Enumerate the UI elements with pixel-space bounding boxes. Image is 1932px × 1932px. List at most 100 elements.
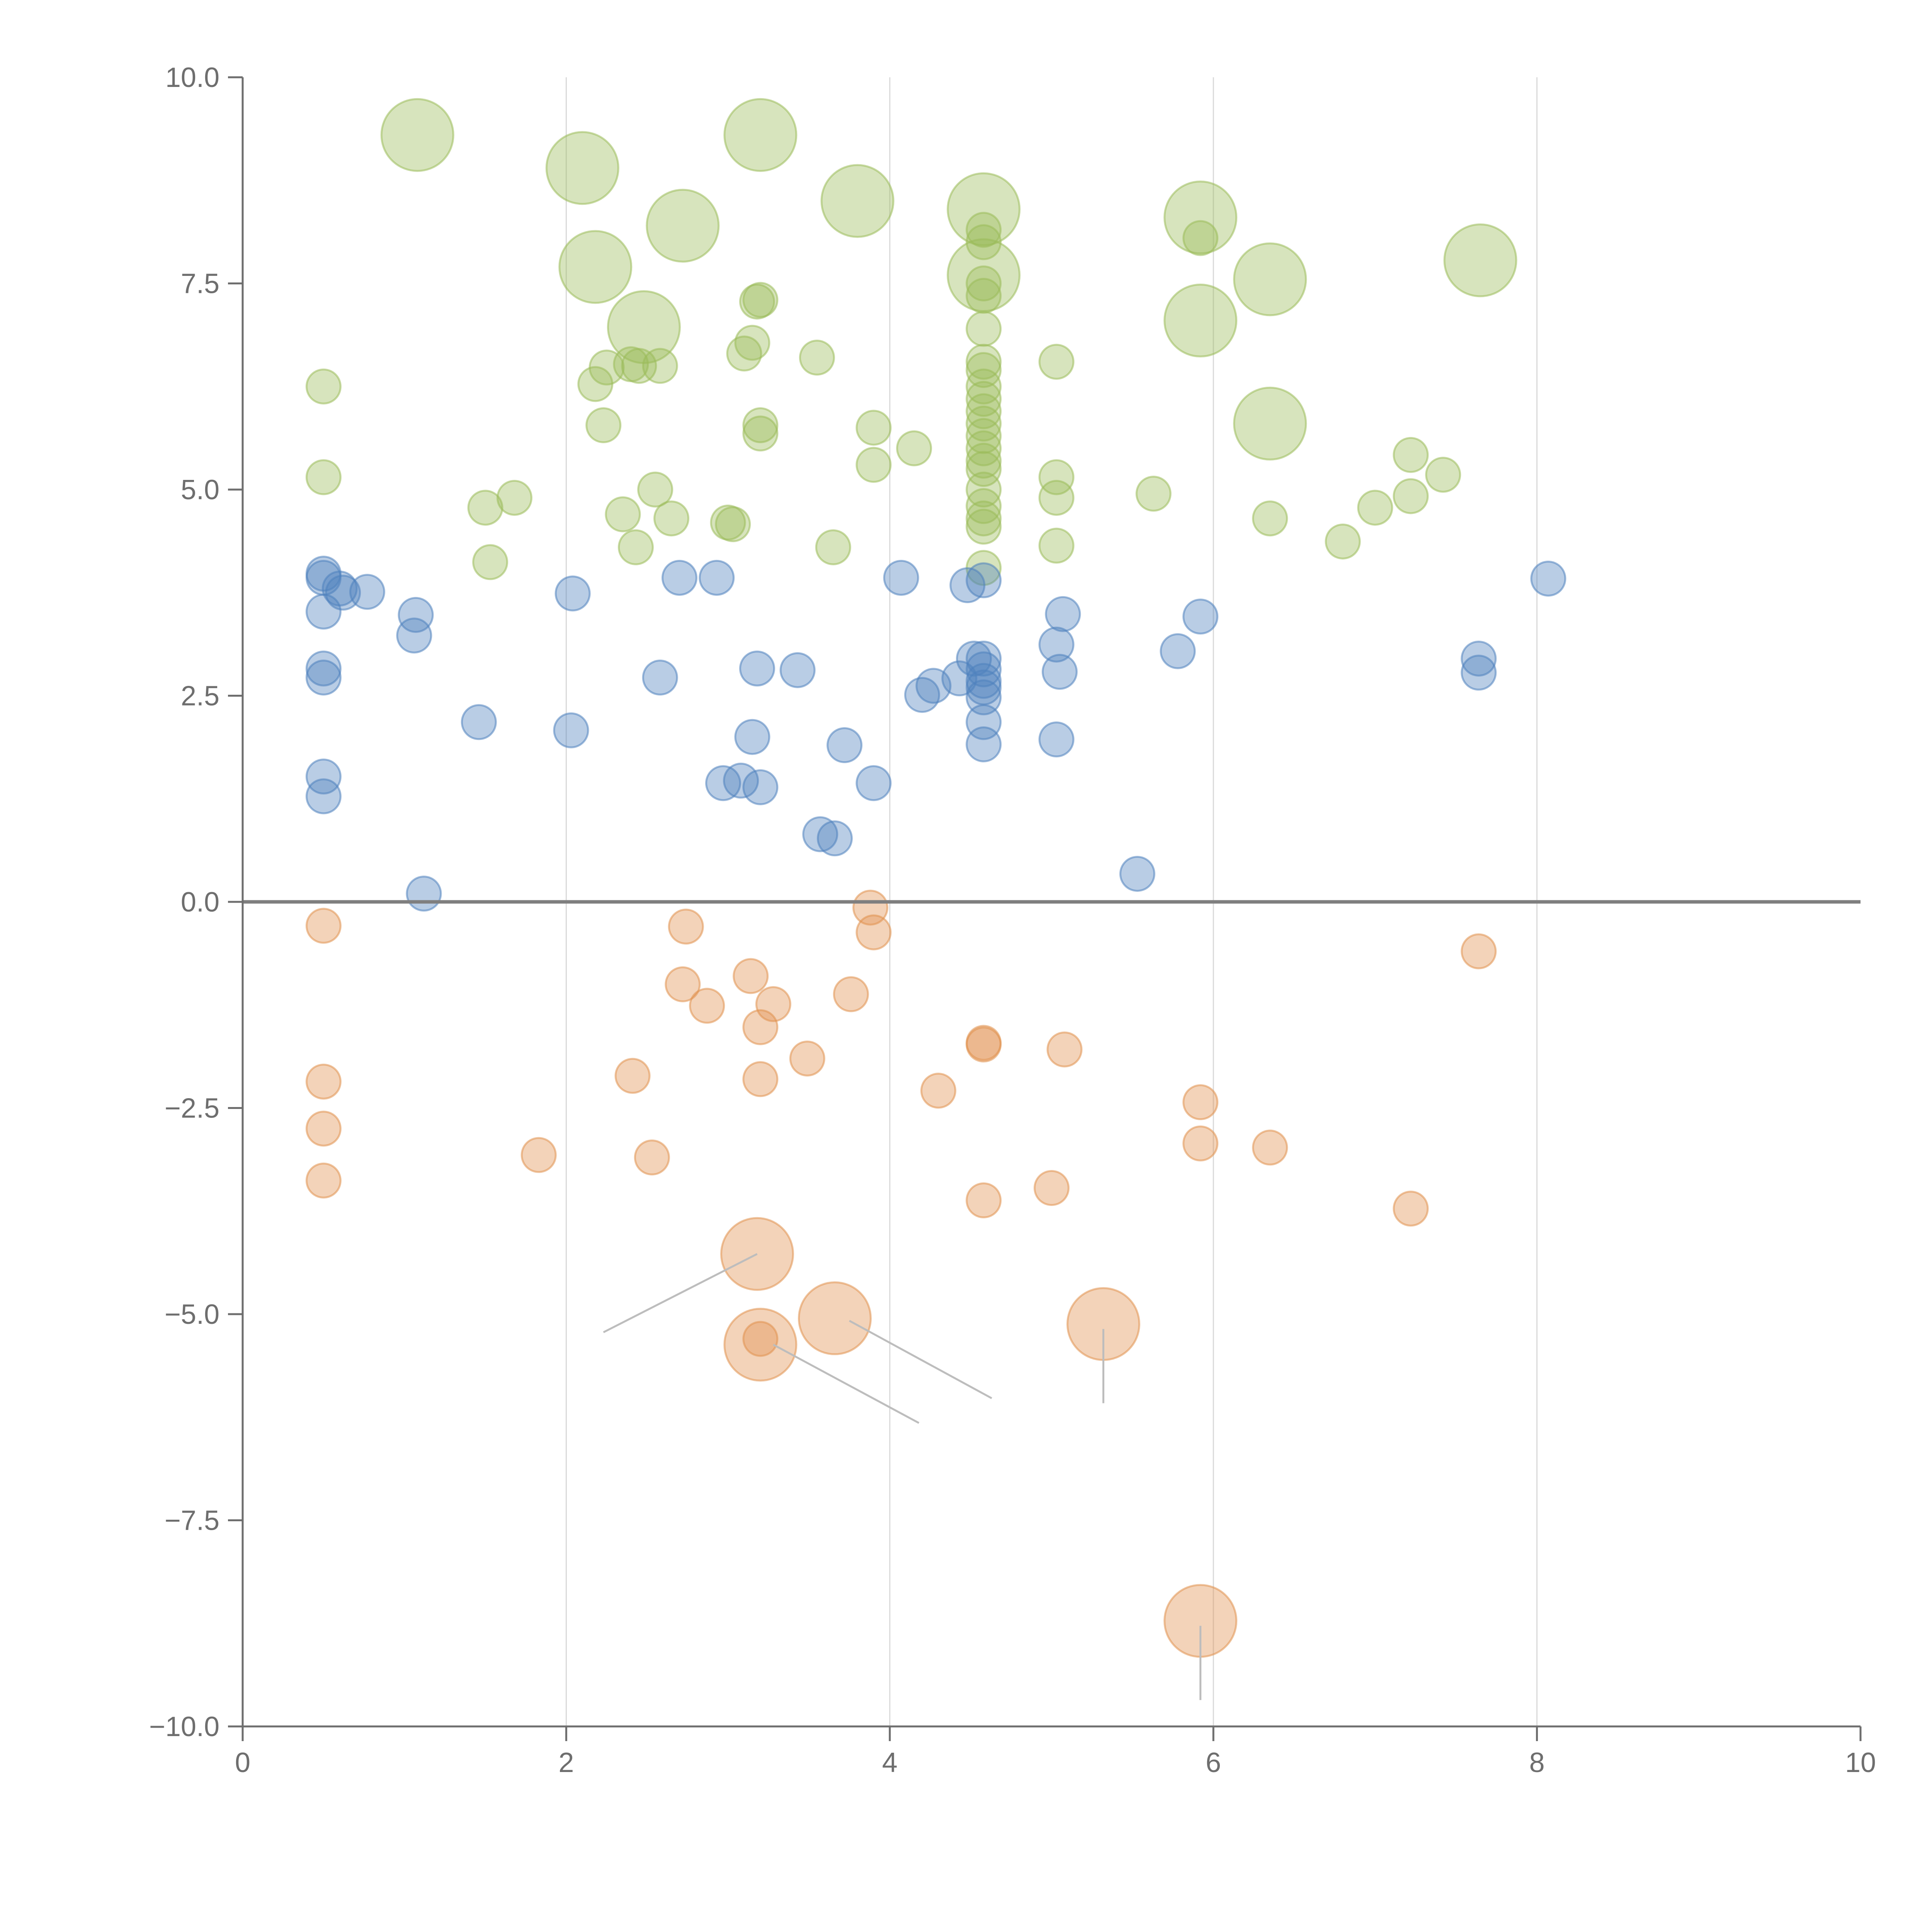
orange-point-27 [1393, 1190, 1429, 1227]
y-tick-label-7: −7.5 [165, 1505, 219, 1536]
green-point-39 [855, 410, 892, 446]
blue-point-34 [956, 640, 992, 677]
green-point-71 [1393, 437, 1429, 473]
blue-point-28 [855, 765, 892, 801]
orange-point-13 [742, 1061, 779, 1097]
blue-point-21 [739, 650, 775, 687]
y-tick-label-0: 10.0 [165, 62, 219, 93]
green-point-16 [467, 490, 503, 526]
green-point-73 [1425, 457, 1461, 493]
green-point-28 [653, 500, 690, 537]
orange-point-4 [520, 1137, 557, 1173]
green-point-41 [896, 430, 932, 466]
blue-point-52 [1530, 560, 1566, 597]
green-point-42 [966, 212, 1002, 248]
green-point-13 [1233, 386, 1307, 461]
green-point-32 [734, 325, 770, 361]
green-point-66 [1135, 476, 1172, 512]
orange-point-3 [305, 1162, 342, 1199]
green-point-37 [799, 340, 835, 376]
green-point-65 [1038, 527, 1075, 564]
orange-point-17 [855, 914, 892, 951]
green-point-18 [496, 480, 532, 516]
blue-point-8 [305, 759, 342, 795]
x-tick-label-1: 2 [558, 1747, 574, 1778]
green-point-30 [715, 506, 751, 543]
leader-line-1 [773, 1344, 920, 1424]
x-tick-label-5: 10 [1845, 1747, 1876, 1778]
blue-point-46 [1038, 721, 1075, 758]
blue-point-37 [966, 651, 1002, 687]
orange-point-26 [1252, 1129, 1288, 1166]
green-point-55 [966, 442, 1002, 479]
blue-point-25 [802, 816, 838, 852]
green-point-69 [1325, 523, 1361, 560]
blue-point-49 [1182, 599, 1219, 635]
leader-line-2 [849, 1320, 992, 1399]
blue-point-40 [966, 679, 1002, 716]
orange-point-18 [920, 1073, 956, 1109]
green-point-63 [1038, 459, 1075, 495]
green-point-50 [966, 381, 1002, 417]
blue-point-42 [966, 726, 1002, 762]
green-point-46 [966, 311, 1002, 347]
blue-point-51 [1461, 655, 1497, 691]
blue-point-47 [1119, 855, 1155, 892]
green-point-6 [1163, 180, 1238, 255]
leader-layer [603, 1253, 1202, 1700]
orange-point-29 [742, 1321, 779, 1357]
green-point-17 [472, 544, 509, 580]
green-point-54 [966, 430, 1002, 466]
green-point-34 [742, 282, 779, 318]
green-point-14 [305, 368, 342, 405]
x-tick-label-4: 8 [1529, 1747, 1545, 1778]
green-point-59 [966, 500, 1002, 537]
y-tick-label-3: 2.5 [181, 681, 219, 712]
orange-point-32 [798, 1281, 872, 1355]
orange-point-2 [305, 1111, 342, 1147]
green-point-70 [1357, 490, 1393, 526]
green-point-27 [637, 471, 673, 508]
blue-point-18 [699, 560, 735, 596]
x-tick-label-3: 6 [1206, 1747, 1221, 1778]
orange-point-7 [668, 908, 704, 945]
green-point-67 [1182, 220, 1219, 256]
blue-point-5 [305, 594, 342, 630]
y-tick-label-6: −5.0 [165, 1299, 219, 1330]
green-point-60 [966, 509, 1002, 545]
orange-point-8 [665, 966, 701, 1002]
blue-point-13 [461, 704, 497, 740]
green-point-0 [380, 98, 454, 172]
orange-point-10 [733, 958, 769, 994]
y-tick-label-5: −2.5 [165, 1093, 219, 1124]
green-point-56 [966, 451, 1002, 487]
green-point-3 [646, 189, 720, 263]
green-point-7 [558, 230, 633, 304]
blue-point-44 [1038, 626, 1075, 663]
green-point-36 [742, 415, 779, 452]
orange-point-25 [1182, 1125, 1219, 1162]
green-point-23 [642, 348, 678, 384]
blue-point-27 [827, 727, 863, 764]
blue-point-17 [661, 560, 697, 596]
green-point-44 [966, 265, 1002, 301]
green-point-26 [617, 529, 654, 565]
green-point-4 [820, 164, 895, 238]
orange-point-9 [689, 988, 725, 1024]
orange-point-6 [634, 1139, 670, 1176]
blue-point-23 [742, 769, 779, 805]
y-tick-label-1: 7.5 [181, 269, 219, 299]
blue-point-50 [1461, 640, 1497, 677]
x-tick-label-2: 4 [882, 1747, 898, 1778]
blue-point-9 [305, 778, 342, 815]
blue-point-12 [406, 876, 442, 912]
blue-point-26 [816, 820, 853, 857]
green-point-40 [855, 447, 892, 483]
blue-point-15 [553, 712, 589, 748]
blue-point-24 [779, 652, 816, 688]
blue-point-20 [723, 762, 759, 799]
green-point-68 [1252, 500, 1288, 537]
green-point-51 [966, 393, 1002, 429]
green-point-38 [815, 529, 851, 565]
blue-point-48 [1160, 633, 1196, 669]
